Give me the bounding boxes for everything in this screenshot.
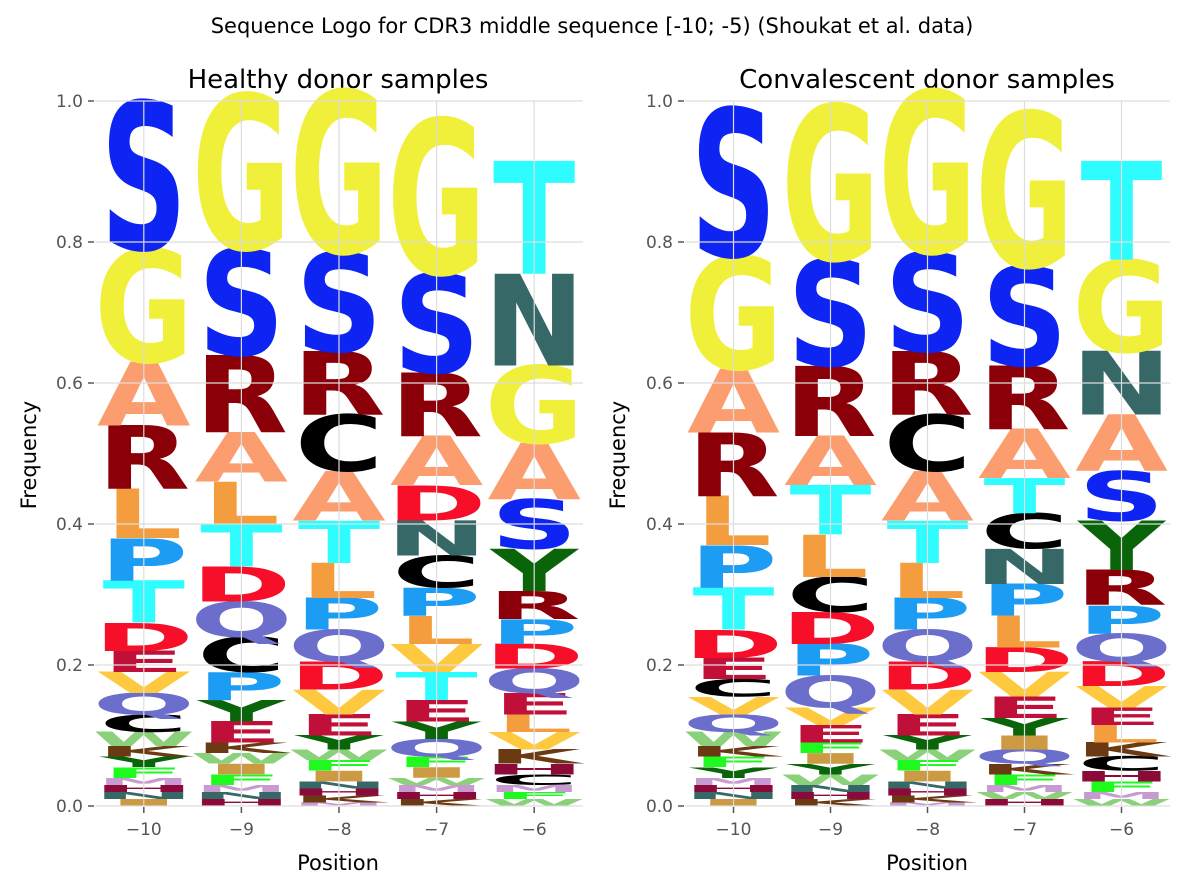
x-tick-label: −9: [818, 820, 843, 840]
y-tick-label: 0.2: [646, 656, 673, 676]
x-tick-label: −8: [326, 820, 351, 840]
x-tick-label: −8: [915, 820, 940, 840]
y-axis: 0.0 0.2 0.4 0.6 0.8 1.0: [646, 92, 684, 817]
y-tick-label: 0.4: [646, 515, 673, 535]
y-tick-label: 0.2: [56, 656, 83, 676]
x-axis-label: Position: [886, 851, 968, 875]
logo-letter: K: [97, 743, 195, 760]
y-tick-label: 1.0: [646, 92, 673, 112]
panel-healthy: Healthy donor samples Position Frequency…: [17, 47, 586, 875]
y-tick-label: 0.8: [646, 233, 673, 253]
x-tick-label: −10: [716, 820, 752, 840]
panel-title: Convalescent donor samples: [739, 65, 1115, 95]
grid: [685, 100, 1170, 807]
logo-letter: K: [195, 740, 293, 757]
x-tick-label: −10: [126, 820, 162, 840]
y-tick-label: 1.0: [56, 92, 83, 112]
x-axis-label: Position: [297, 851, 379, 875]
figure-suptitle: Sequence Logo for CDR3 middle sequence […: [211, 14, 974, 38]
y-axis-label: Frequency: [606, 401, 630, 510]
y-tick-label: 0.8: [56, 233, 83, 253]
x-tick-label: −6: [1109, 820, 1134, 840]
logo-letter: K: [292, 794, 389, 805]
y-tick-label: 0.0: [56, 797, 83, 817]
panel-title: Healthy donor samples: [188, 65, 489, 95]
x-tick-label: −7: [1012, 820, 1037, 840]
y-axis: 0.0 0.2 0.4 0.6 0.8 1.0: [56, 92, 94, 817]
logo-letter: K: [390, 797, 487, 808]
logo-letter: K: [687, 743, 784, 760]
x-tick-label: −6: [522, 820, 547, 840]
x-tick-label: −9: [229, 820, 254, 840]
x-axis: −10 −9 −8 −7 −6: [126, 807, 547, 840]
logo-letter: K: [784, 797, 881, 808]
x-tick-label: −7: [424, 820, 449, 840]
logo-letter: K: [978, 761, 1075, 778]
panel-convalescent: Convalescent donor samples Position Freq…: [606, 47, 1173, 875]
y-tick-label: 0.4: [56, 515, 83, 535]
grid: [95, 100, 583, 807]
y-tick-label: 0.6: [646, 374, 673, 394]
logo-letter: K: [1075, 739, 1173, 762]
y-tick-label: 0.6: [56, 374, 83, 394]
x-axis: −10 −9 −8 −7 −6: [716, 807, 1134, 840]
logo-letter: K: [881, 794, 978, 805]
y-axis-label: Frequency: [17, 401, 41, 510]
y-tick-label: 0.0: [646, 797, 673, 817]
logo-letter: K: [487, 746, 585, 768]
